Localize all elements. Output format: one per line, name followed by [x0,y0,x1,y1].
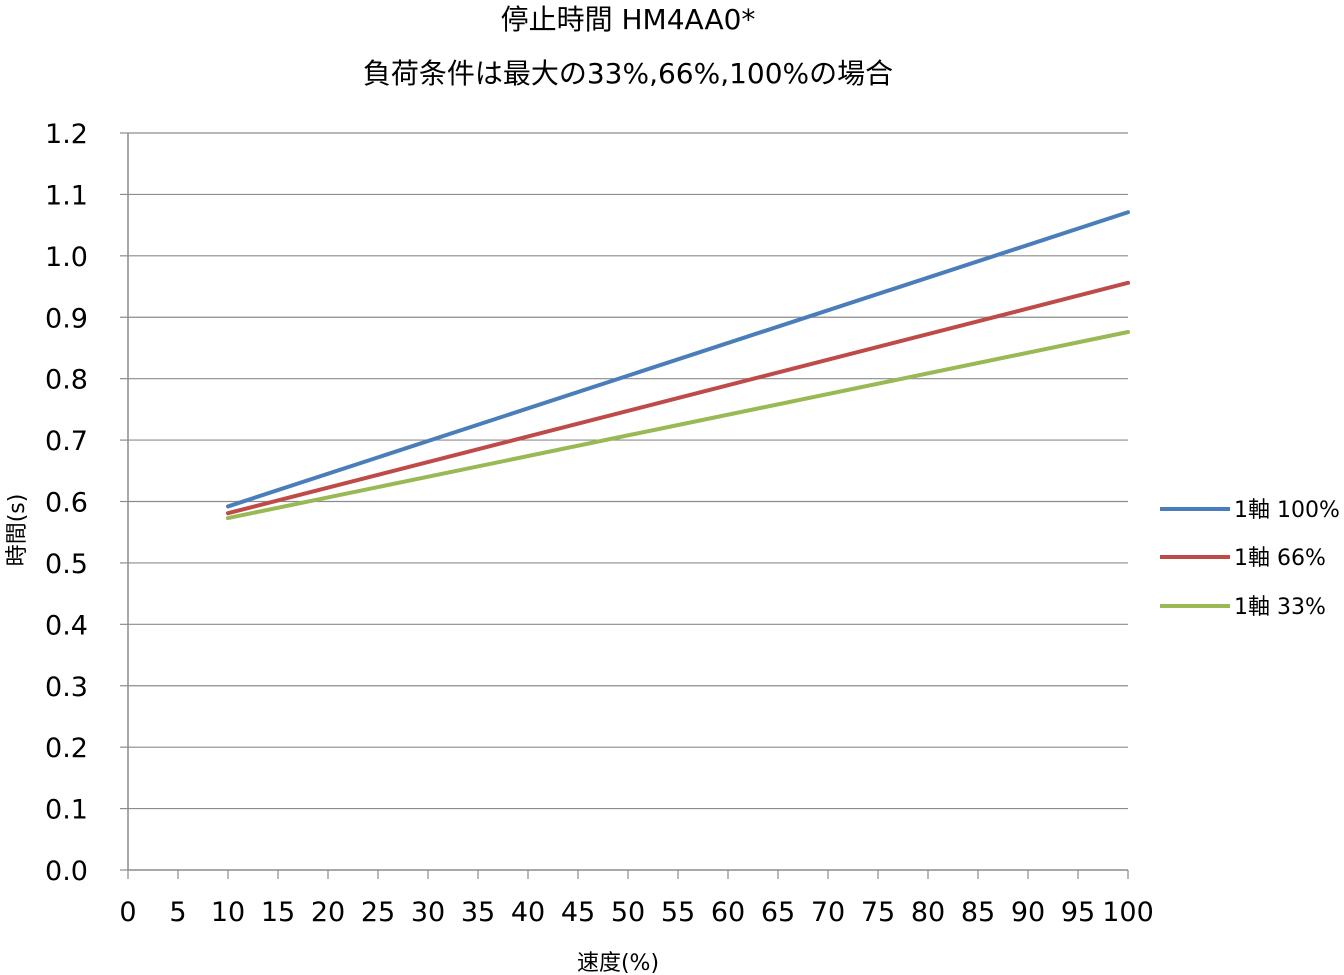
y-tick-label: 1.2 [45,119,88,150]
y-tick-label: 0.6 [45,488,88,519]
x-tick-label: 5 [169,897,186,928]
x-tick-label: 70 [811,897,845,928]
y-tick-label: 0.1 [45,795,88,826]
legend-label: 1軸 33% [1234,595,1326,620]
x-tick-label: 100 [1102,897,1154,928]
x-axis-label: 速度(%) [577,951,659,975]
x-tick-label: 35 [461,897,495,928]
y-tick-label: 0.0 [45,856,88,887]
x-tick-label: 25 [361,897,395,928]
x-tick-label: 95 [1061,897,1095,928]
series-line-2 [226,280,1130,516]
y-tick-label: 0.7 [45,426,88,457]
legend-label: 1軸 66% [1234,546,1326,571]
x-tick-label: 75 [861,897,895,928]
series-line-1 [226,210,1130,509]
y-tick-label: 0.2 [45,733,88,764]
legend-label: 1軸 100% [1234,498,1340,523]
y-tick-label: 0.5 [45,549,88,580]
y-tick-label: 0.4 [45,610,88,641]
x-tick-label: 30 [411,897,445,928]
x-tick-label: 0 [119,897,136,928]
x-tick-label: 45 [561,897,595,928]
series-line-3 [226,329,1130,521]
y-tick-label: 1.0 [45,242,88,273]
x-tick-label: 40 [511,897,545,928]
x-tick-label: 90 [1011,897,1045,928]
x-tick-label: 80 [911,897,945,928]
y-tick-label: 1.1 [45,180,88,211]
x-tick-label: 20 [311,897,345,928]
x-tick-label: 50 [611,897,645,928]
x-tick-label: 15 [261,897,295,928]
y-tick-label: 0.3 [45,672,88,703]
x-tick-label: 10 [211,897,245,928]
x-tick-label: 60 [711,897,745,928]
y-tick-label: 0.8 [45,365,88,396]
y-tick-label: 0.9 [45,303,88,334]
y-axis-label: 時間(s) [5,494,30,567]
x-tick-label: 85 [961,897,995,928]
x-tick-label: 65 [761,897,795,928]
chart-title: 停止時間 HM4AA0* [500,3,756,36]
chart-subtitle: 負荷条件は最大の33%,66%,100%の場合 [362,57,894,90]
x-tick-label: 55 [661,897,695,928]
